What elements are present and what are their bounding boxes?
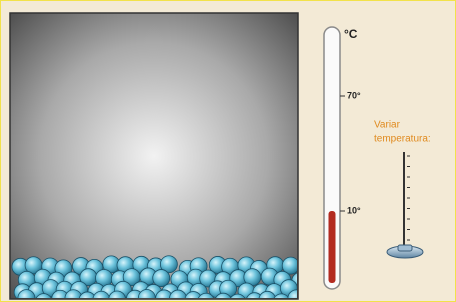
tick-label: 70°	[347, 90, 361, 100]
simulation-screen: °C 70° 10° Variar temperatura:	[0, 0, 456, 302]
thermometer-fill	[329, 211, 336, 283]
particle	[153, 270, 170, 287]
control-label: Variar	[374, 120, 401, 131]
chamber	[10, 13, 298, 299]
particles	[12, 256, 309, 302]
control-label: temperatura:	[374, 134, 431, 145]
tick-label: 10°	[347, 205, 361, 215]
unit-label: °C	[344, 27, 358, 41]
